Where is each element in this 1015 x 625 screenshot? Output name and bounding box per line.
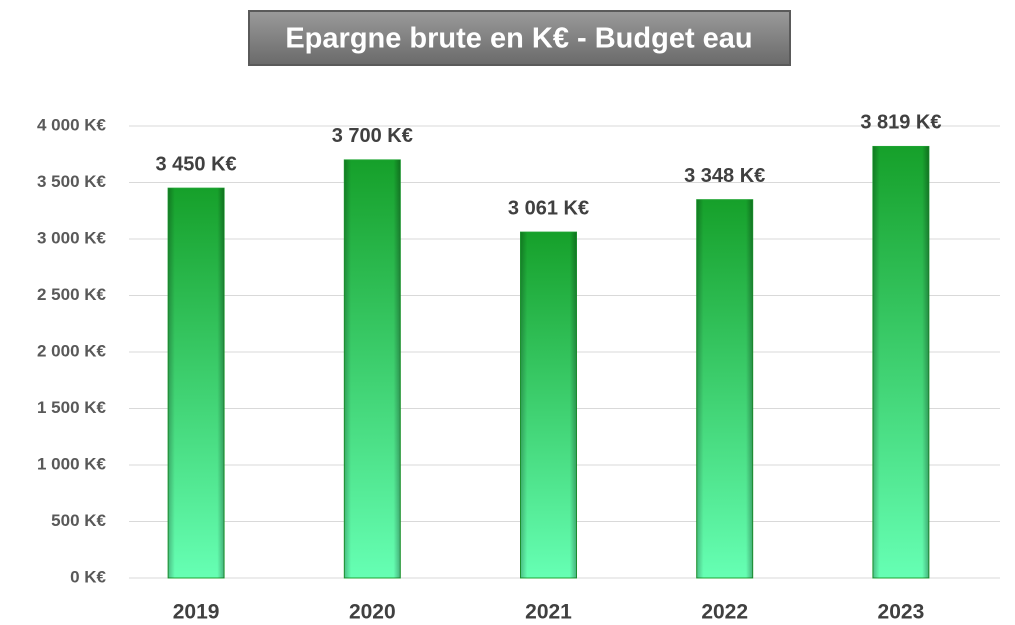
y-tick-label: 3 500 K€	[37, 172, 107, 191]
bar-bevel	[344, 159, 401, 578]
chart-title: Epargne brute en K€ - Budget eau	[285, 23, 752, 55]
value-label: 3 700 K€	[332, 125, 413, 147]
x-tick-label: 2023	[878, 601, 925, 624]
value-label: 3 819 K€	[860, 112, 941, 134]
value-label: 3 450 K€	[156, 153, 237, 175]
y-tick-label: 2 000 K€	[37, 341, 107, 360]
y-tick-label: 1 000 K€	[37, 454, 107, 473]
x-tick-label: 2021	[525, 601, 572, 624]
y-tick-label: 0 K€	[70, 567, 106, 586]
y-tick-label: 3 000 K€	[37, 228, 107, 247]
bar-bevel	[696, 199, 753, 578]
title-box	[248, 10, 791, 66]
value-label: 3 061 K€	[508, 197, 589, 219]
y-tick-label: 500 K€	[51, 511, 106, 530]
x-tick-label: 2020	[349, 601, 396, 624]
y-tick-label: 2 500 K€	[37, 285, 107, 304]
value-label: 3 348 K€	[684, 165, 765, 187]
y-tick-label: 4 000 K€	[37, 115, 107, 134]
bar-bevel	[872, 146, 929, 578]
bar-bevel	[168, 188, 225, 578]
x-tick-label: 2019	[173, 601, 220, 624]
y-tick-label: 1 500 K€	[37, 398, 107, 417]
bar-bevel	[520, 232, 577, 578]
x-tick-label: 2022	[701, 601, 748, 624]
